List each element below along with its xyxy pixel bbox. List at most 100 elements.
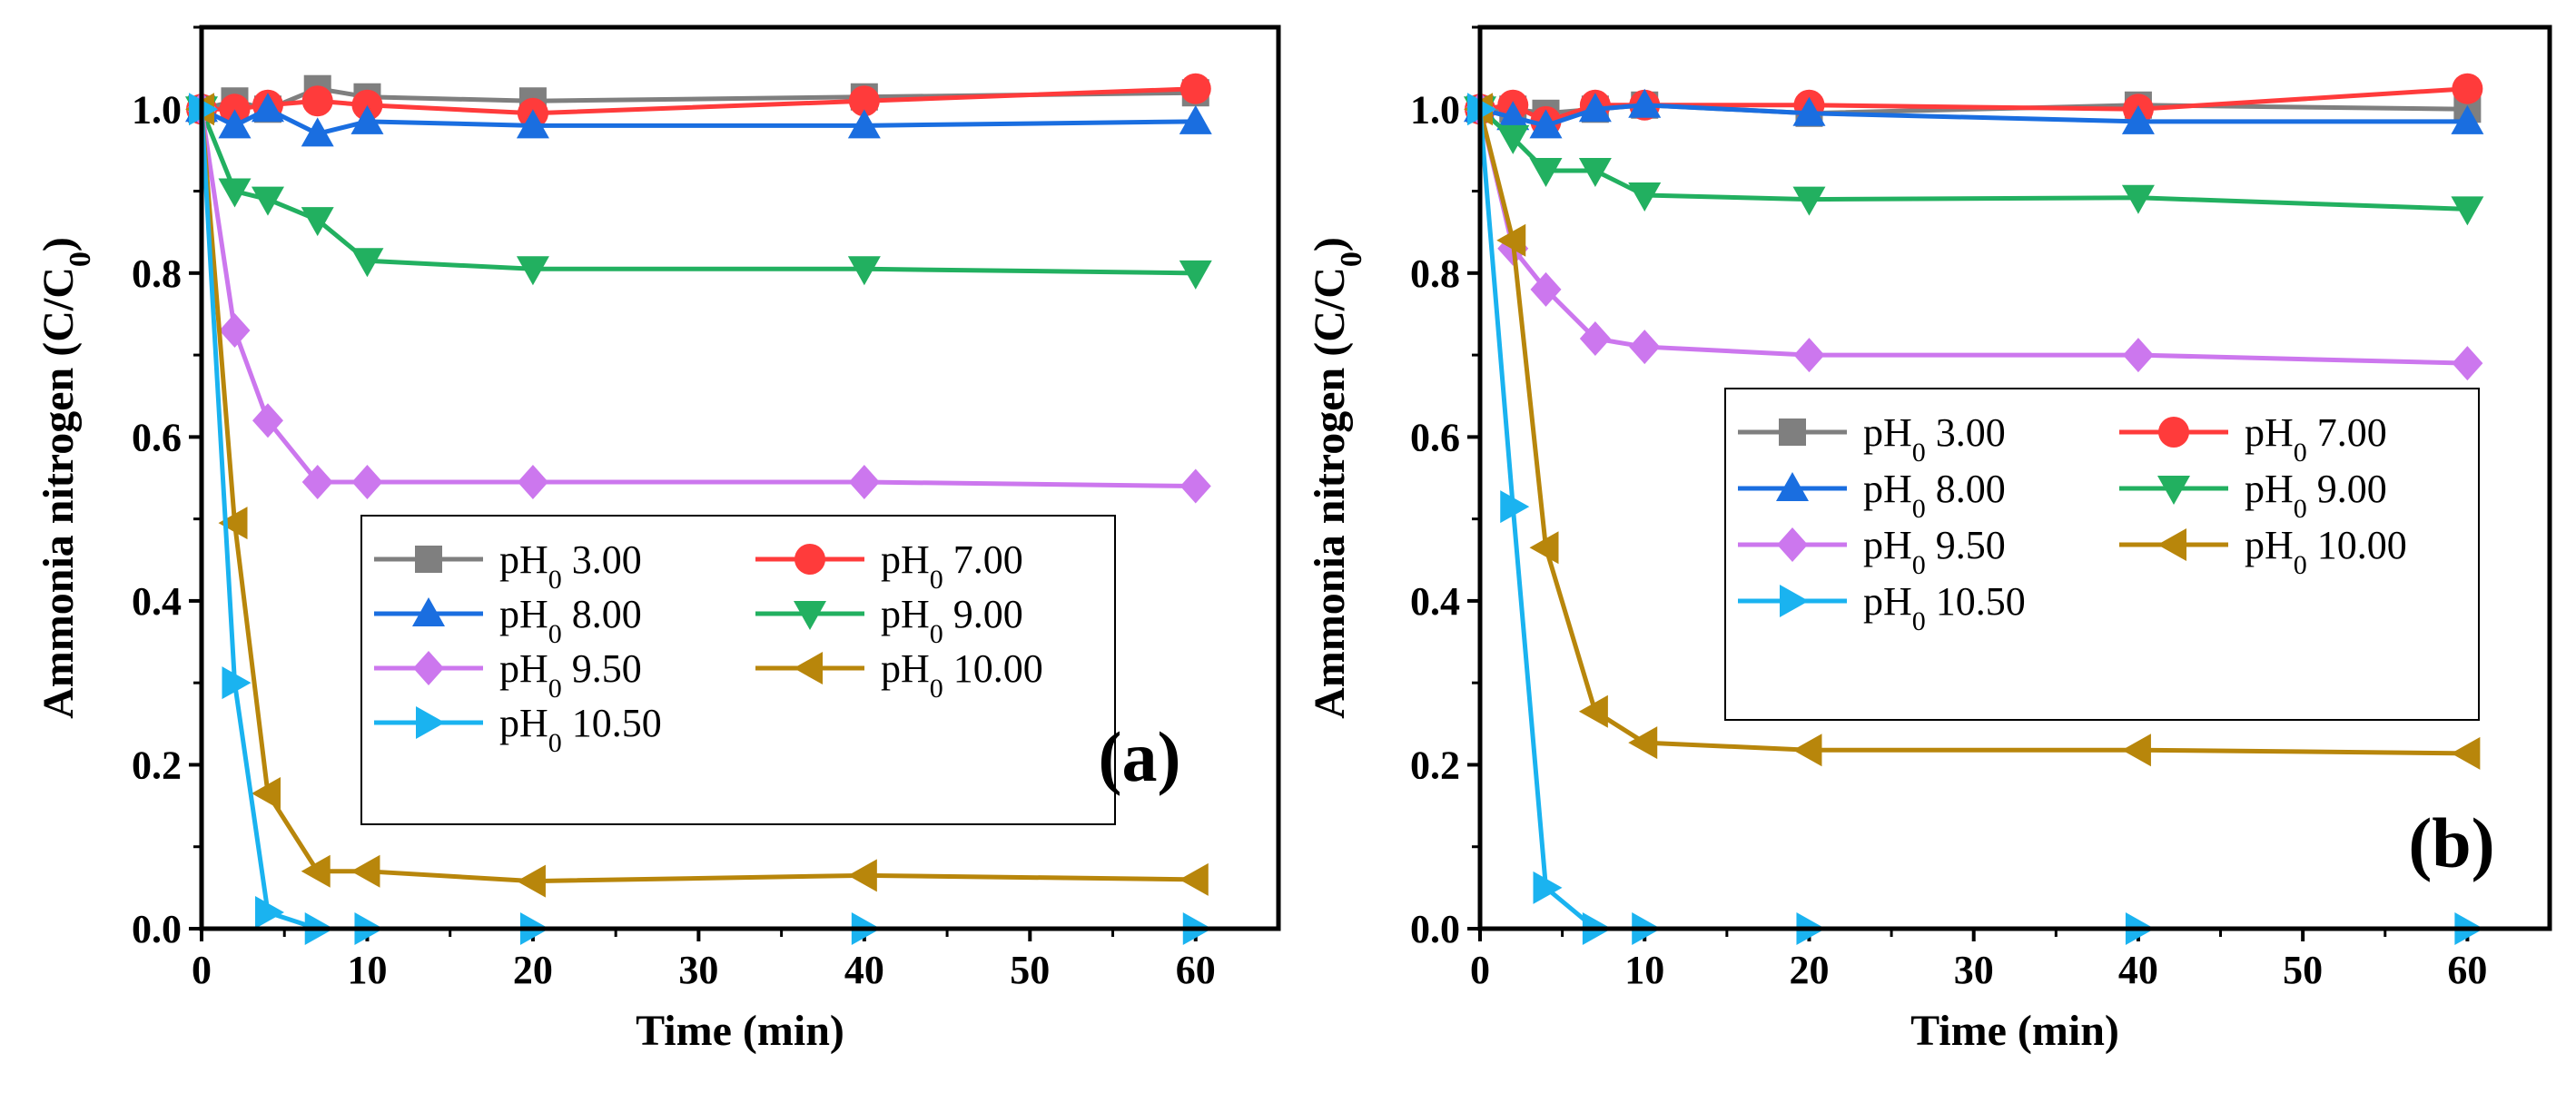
data-point xyxy=(252,403,283,438)
data-point xyxy=(1578,694,1608,728)
data-point xyxy=(1578,157,1612,187)
legend-label: pH0 10.00 xyxy=(881,646,1043,704)
data-point xyxy=(2451,104,2484,134)
x-tick-label: 50 xyxy=(2283,948,2323,992)
data-point xyxy=(847,859,877,892)
data-point xyxy=(1579,321,1611,357)
y-tick-label: 1.0 xyxy=(132,87,182,132)
data-point xyxy=(1530,271,1562,307)
series-line xyxy=(199,108,1196,276)
x-tick-label: 60 xyxy=(2447,948,2487,992)
legend-marker xyxy=(2157,476,2190,505)
legend-entry: pH0 9.50 xyxy=(1738,523,2006,580)
data-point xyxy=(1792,186,1826,216)
legend-label: pH0 7.00 xyxy=(881,537,1023,595)
legend-marker xyxy=(1780,585,1809,617)
legend-marker xyxy=(1777,527,1808,562)
y-tick-label: 0.6 xyxy=(132,415,182,459)
legend-marker xyxy=(416,706,445,739)
x-tick-label: 30 xyxy=(678,948,718,992)
x-tick-label: 20 xyxy=(513,948,553,992)
data-point xyxy=(1179,862,1209,896)
legend-marker xyxy=(413,651,444,685)
data-point xyxy=(516,864,546,898)
x-tick-label: 40 xyxy=(2118,948,2158,992)
legend-entry: pH0 10.00 xyxy=(2119,523,2407,580)
data-point xyxy=(1179,468,1211,504)
data-point xyxy=(2452,73,2483,104)
data-point xyxy=(219,313,251,349)
data-point xyxy=(1529,531,1559,565)
x-tick-label: 20 xyxy=(1789,948,1829,992)
data-point xyxy=(218,178,252,208)
data-point xyxy=(1500,490,1530,524)
legend-entry: pH0 7.00 xyxy=(755,537,1023,595)
data-point xyxy=(1628,726,1658,760)
data-point xyxy=(848,85,880,117)
legend-label: pH0 10.50 xyxy=(1863,579,2026,636)
x-tick-label: 40 xyxy=(844,948,884,992)
legend-marker xyxy=(412,597,445,626)
legend-entry: pH0 3.00 xyxy=(374,537,642,595)
data-point xyxy=(1792,96,1826,126)
legend-box xyxy=(360,515,1116,825)
data-point xyxy=(222,666,252,700)
data-point xyxy=(1496,223,1526,257)
data-point xyxy=(1792,734,1822,767)
data-point xyxy=(847,256,881,286)
series-pH0-3_00 xyxy=(188,74,1209,123)
x-tick-label: 10 xyxy=(1624,948,1664,992)
legend-marker xyxy=(1776,472,1809,501)
data-point xyxy=(301,85,333,117)
data-point xyxy=(2452,346,2483,381)
y-tick-label: 0.2 xyxy=(1410,743,1460,787)
series-line xyxy=(1477,108,2468,366)
data-point xyxy=(1628,182,1662,212)
data-point xyxy=(251,777,281,811)
series-pH0-9_50 xyxy=(1465,92,2483,381)
data-point xyxy=(2451,196,2484,226)
data-point xyxy=(1179,73,1211,104)
legend-label: pH0 9.50 xyxy=(1863,523,2006,580)
series-line xyxy=(199,108,1196,489)
x-tick-label: 0 xyxy=(192,948,212,992)
data-point xyxy=(2121,734,2151,767)
legend: pH0 3.00 pH0 7.00 pH0 8.00 pH0 9.00 pH0 9.50… xyxy=(360,515,1116,825)
legend-label: pH0 9.00 xyxy=(881,592,1023,649)
legend-label: pH0 9.00 xyxy=(2245,467,2387,524)
x-tick-label: 10 xyxy=(347,948,387,992)
y-axis-title: Ammonia nitrogen (C/C0) xyxy=(1306,237,1368,719)
data-point xyxy=(516,109,549,139)
series-pH0-8_00 xyxy=(185,93,1212,147)
legend-entry: pH0 10.00 xyxy=(755,646,1043,704)
legend-label: pH0 8.00 xyxy=(499,592,642,649)
legend-box xyxy=(1724,388,2480,721)
data-point xyxy=(1578,93,1612,123)
y-tick-label: 0.0 xyxy=(132,907,182,951)
data-point xyxy=(301,854,331,888)
legend-marker xyxy=(794,652,823,684)
plot-frame xyxy=(199,25,1281,931)
y-tick-label: 0.6 xyxy=(1410,415,1460,459)
legend: pH0 3.00 pH0 7.00 pH0 8.00 pH0 9.00 pH0 9.50… xyxy=(1724,388,2480,721)
y-tick-label: 0.2 xyxy=(132,743,182,787)
series-pH0-10_00 xyxy=(185,93,1209,898)
data-point xyxy=(847,109,881,139)
legend-marker xyxy=(1779,418,1806,446)
x-axis-title: Time (min) xyxy=(636,1007,844,1055)
legend-entry: pH0 10.50 xyxy=(1738,579,2026,636)
legend-entry: pH0 8.00 xyxy=(374,592,642,649)
panel-label: (b) xyxy=(2408,803,2494,882)
data-point xyxy=(1793,338,1825,373)
legend-entry: pH0 10.50 xyxy=(374,701,662,758)
y-tick-label: 0.8 xyxy=(1410,251,1460,296)
data-point xyxy=(351,89,383,121)
data-point xyxy=(350,104,384,134)
legend-entry: pH0 3.00 xyxy=(1738,410,2006,468)
legend-marker xyxy=(794,601,826,630)
data-point xyxy=(1179,260,1212,290)
data-point xyxy=(219,94,251,125)
data-point xyxy=(301,207,334,237)
data-point xyxy=(1529,157,1563,187)
data-point xyxy=(350,248,384,278)
